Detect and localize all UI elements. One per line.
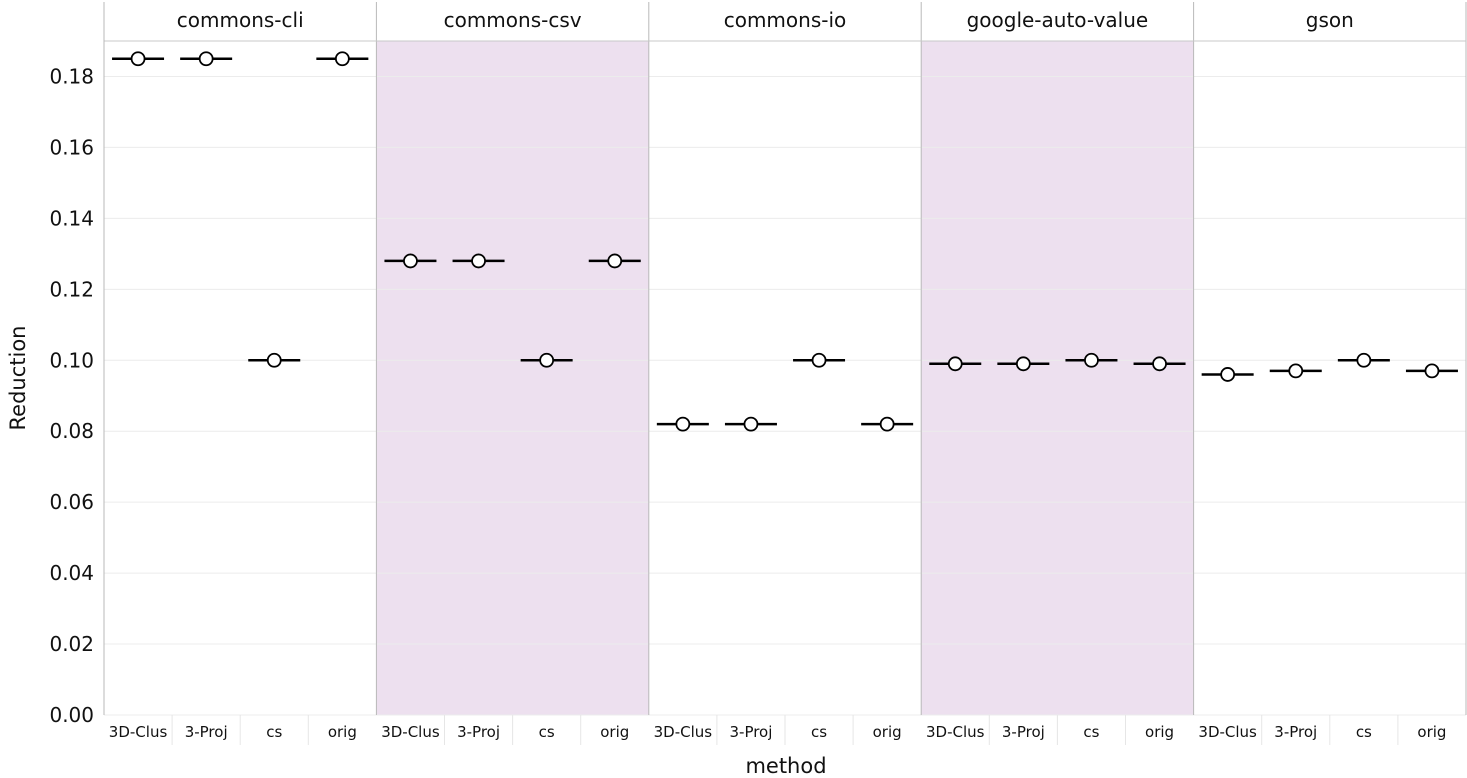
x-tick-label: orig	[600, 723, 629, 741]
data-point	[1133, 356, 1186, 372]
data-point	[1269, 363, 1322, 379]
x-tick-label: 3D-Clus	[381, 723, 440, 741]
data-point	[861, 416, 914, 432]
data-point-marker	[334, 51, 350, 67]
data-point-marker	[607, 253, 623, 269]
data-point	[793, 352, 846, 368]
data-point-marker	[403, 253, 418, 269]
x-tick-label: 3-Proj	[1274, 723, 1317, 741]
panel-title: commons-cli	[177, 8, 304, 32]
panel-background	[1193, 41, 1466, 715]
y-tick-label: 0.18	[49, 64, 94, 88]
data-point-marker	[1356, 352, 1372, 368]
data-point	[520, 352, 573, 368]
data-point	[1337, 352, 1390, 368]
y-tick-label: 0.02	[49, 632, 94, 656]
data-point	[656, 416, 709, 432]
panel-title: commons-csv	[444, 8, 582, 32]
x-tick-label: cs	[1356, 723, 1372, 741]
y-axis: 0.00 0.02 0.04 0.06 0.08 0.10 0.12 0.14 0.16 0.18	[49, 2, 105, 727]
y-tick-label: 0.04	[49, 561, 94, 585]
data-point-marker	[675, 416, 691, 432]
panel-backgrounds	[104, 41, 1466, 715]
data-point	[929, 356, 982, 372]
x-tick-label: orig	[328, 723, 357, 741]
x-tick-label: 3-Proj	[457, 723, 500, 741]
x-tick-label: orig	[873, 723, 902, 741]
panel-background	[921, 41, 1194, 715]
x-axis-title: method	[745, 754, 826, 778]
x-tick-label: cs	[1083, 723, 1099, 741]
data-point	[180, 51, 233, 67]
y-tick-label: 0.14	[49, 206, 94, 230]
data-point-marker	[811, 352, 827, 368]
panel-title: gson	[1306, 8, 1354, 32]
data-point-marker	[471, 253, 486, 269]
data-point-marker	[1084, 352, 1099, 368]
data-point-marker	[879, 416, 895, 432]
data-point-marker	[266, 352, 282, 368]
panel-title: commons-io	[724, 8, 847, 32]
y-tick-label: 0.08	[49, 419, 94, 443]
data-point	[316, 51, 369, 67]
panel-strips: commons-cli commons-csv commons-io google-a…	[104, 8, 1466, 42]
x-tick-label: cs	[266, 723, 282, 741]
data-point	[997, 356, 1050, 372]
data-point	[248, 352, 301, 368]
panel-title: google-auto-value	[967, 8, 1149, 32]
x-tick-label: 3D-Clus	[654, 723, 713, 741]
panel-background	[376, 41, 649, 715]
data-point	[588, 253, 641, 269]
x-axis: 3D-Clus 3-Proj cs orig 3D-Clus 3-Proj cs orig 3D…	[109, 723, 1447, 741]
data-point-marker	[539, 352, 555, 368]
y-tick-label: 0.10	[49, 348, 94, 372]
y-tick-label: 0.00	[49, 703, 94, 727]
data-point-marker	[1015, 356, 1031, 372]
x-tick-label: 3-Proj	[1002, 723, 1045, 741]
panel-background	[648, 41, 922, 715]
data-point-marker	[1424, 363, 1440, 379]
data-point-marker	[130, 51, 146, 67]
data-point-marker	[1288, 363, 1304, 379]
x-tick-label: 3D-Clus	[926, 723, 985, 741]
data-point-marker	[743, 416, 759, 432]
data-point-marker	[1152, 356, 1167, 372]
y-tick-label: 0.12	[49, 277, 94, 301]
y-tick-label: 0.16	[49, 135, 94, 159]
data-point	[1201, 367, 1254, 382]
x-tick-label: orig	[1417, 723, 1446, 741]
x-tick-label: cs	[539, 723, 555, 741]
data-point	[1405, 363, 1458, 379]
x-tick-label: 3D-Clus	[1198, 723, 1257, 741]
y-axis-title: Reduction	[6, 326, 30, 431]
data-marks	[112, 51, 1458, 432]
data-point-marker	[198, 51, 214, 67]
x-tick-label: 3-Proj	[185, 723, 228, 741]
data-point-marker	[947, 356, 963, 372]
data-point	[112, 51, 165, 67]
y-tick-label: 0.06	[49, 490, 94, 514]
data-point	[1065, 352, 1118, 368]
data-point	[384, 253, 437, 269]
data-point	[452, 253, 505, 269]
data-point	[724, 416, 777, 432]
x-tick-label: 3-Proj	[729, 723, 772, 741]
x-tick-label: 3D-Clus	[109, 723, 168, 741]
panel-background	[104, 41, 377, 715]
x-tick-label: cs	[811, 723, 827, 741]
x-tick-label: orig	[1145, 723, 1174, 741]
data-point-marker	[1220, 367, 1236, 382]
